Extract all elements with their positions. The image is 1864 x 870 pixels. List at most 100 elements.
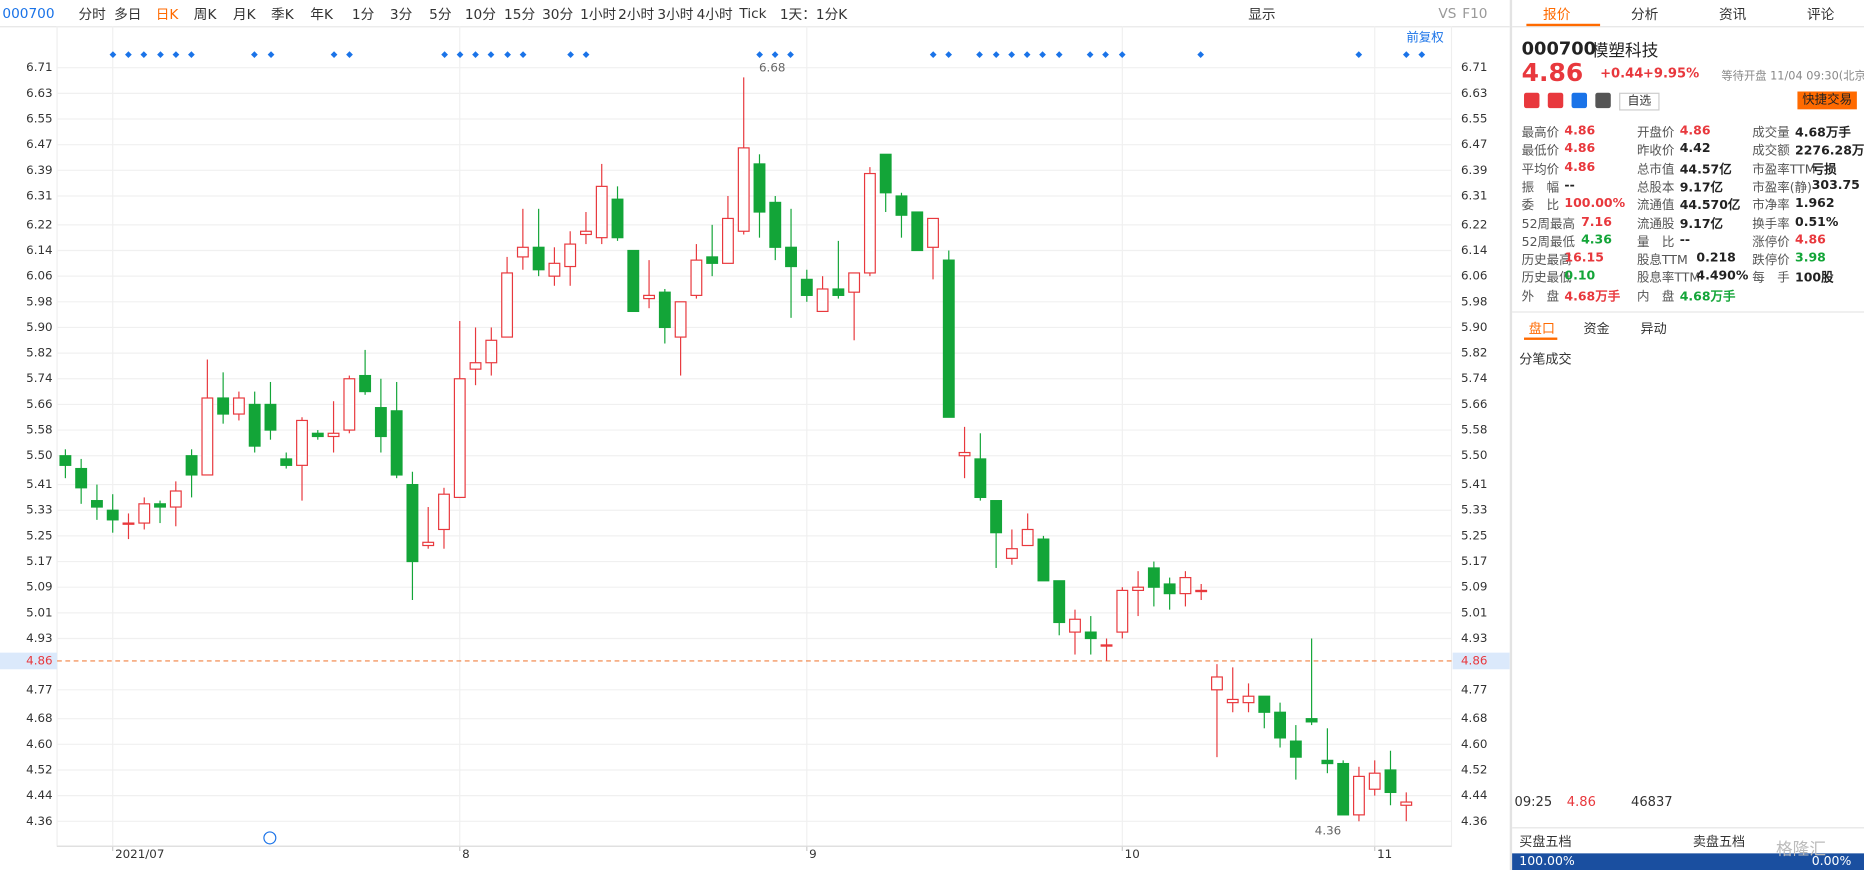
period-tab[interactable]: Tick bbox=[739, 4, 767, 22]
y-tick-label: 4.44 bbox=[26, 788, 52, 802]
period-tab[interactable]: 季K bbox=[271, 5, 294, 23]
candle-body bbox=[753, 163, 766, 213]
stat-value: 4.42 bbox=[1679, 141, 1711, 157]
candle-body bbox=[232, 397, 245, 415]
candle-body bbox=[1352, 775, 1365, 816]
period-tab[interactable]: 年K bbox=[310, 5, 333, 23]
stat-label: 股息TTM bbox=[1636, 253, 1688, 268]
period-tab[interactable]: 3小时 bbox=[657, 5, 694, 23]
panel-tab[interactable]: 盘口 bbox=[1528, 320, 1555, 337]
y-tick-label: 5.82 bbox=[26, 346, 52, 360]
stat-label: 市盈率(静) bbox=[1752, 180, 1812, 195]
event-marker bbox=[1008, 51, 1016, 59]
candle-body bbox=[974, 458, 987, 499]
period-tab[interactable]: 30分 bbox=[542, 5, 574, 23]
bid-pct: 100.00% bbox=[1519, 854, 1575, 869]
period-tab[interactable]: 1小时 bbox=[580, 5, 617, 23]
quote-tab[interactable]: 资讯 bbox=[1718, 5, 1747, 23]
candle-body bbox=[690, 259, 703, 296]
y-tick-label: 6.55 bbox=[26, 112, 52, 126]
period-tab[interactable]: 15分 bbox=[504, 5, 536, 23]
period-tab[interactable]: 2小时 bbox=[618, 5, 655, 23]
event-marker bbox=[140, 51, 148, 59]
event-marker bbox=[1023, 51, 1031, 59]
candle-body bbox=[1195, 589, 1208, 593]
bid-title: 买盘五档 bbox=[1519, 834, 1572, 850]
trade-button[interactable]: 快捷交易 bbox=[1797, 91, 1857, 110]
tick-time: 09:25 bbox=[1514, 793, 1553, 810]
event-marker bbox=[346, 51, 353, 59]
panel-tab[interactable]: 资金 bbox=[1583, 320, 1610, 337]
stat-value: 100.00% bbox=[1564, 196, 1626, 211]
stat-label: 跌停价 bbox=[1752, 253, 1790, 268]
candle-body bbox=[1321, 759, 1334, 765]
period-tab[interactable]: 分时 bbox=[78, 5, 106, 23]
candle-body bbox=[1400, 801, 1413, 806]
candle-body bbox=[485, 339, 498, 364]
last-price-label: 4.86 bbox=[1461, 653, 1487, 667]
quote-tab[interactable]: 评论 bbox=[1806, 5, 1835, 23]
stat-label: 市净率 bbox=[1752, 198, 1790, 213]
stat-value: 44.570亿 bbox=[1679, 198, 1741, 213]
watch-button[interactable]: 自选 bbox=[1619, 92, 1660, 111]
y-tick-label-right: 6.31 bbox=[1461, 188, 1487, 202]
period-tab[interactable]: 3分 bbox=[389, 5, 413, 23]
candle-body bbox=[390, 410, 403, 476]
period-tab[interactable]: 5分 bbox=[429, 5, 452, 23]
candle-body bbox=[832, 288, 845, 296]
y-tick-label: 5.66 bbox=[26, 397, 52, 411]
candle-body bbox=[90, 500, 103, 508]
event-marker bbox=[188, 51, 195, 59]
candle-body bbox=[848, 272, 861, 293]
candle-body bbox=[1211, 676, 1223, 691]
candle-body bbox=[674, 301, 687, 338]
candle-body bbox=[548, 262, 561, 277]
candle-body bbox=[453, 378, 466, 499]
panel-tab[interactable]: 异动 bbox=[1640, 320, 1667, 337]
stat-label: 历史最高 bbox=[1521, 253, 1572, 268]
y-tick-label: 4.36 bbox=[26, 814, 52, 828]
y-tick-label: 4.93 bbox=[26, 631, 52, 645]
f10-button[interactable]: F10 bbox=[1462, 4, 1488, 22]
event-marker bbox=[519, 51, 527, 59]
stat-value: 100股 bbox=[1795, 271, 1834, 286]
candle-body bbox=[1384, 769, 1397, 794]
stock-code[interactable]: 000700 bbox=[2, 4, 55, 22]
y-tick-label-right: 4.52 bbox=[1461, 762, 1487, 776]
candle-body bbox=[75, 467, 88, 489]
last-price-bg bbox=[1452, 652, 1510, 670]
candle-body bbox=[1305, 718, 1318, 723]
candle-body bbox=[1069, 618, 1081, 633]
stat-value: 1.962 bbox=[1795, 196, 1835, 211]
quote-tab[interactable]: 分析 bbox=[1631, 5, 1659, 23]
candle-body bbox=[1289, 740, 1302, 758]
candle-body bbox=[169, 490, 182, 508]
price: 4.86 bbox=[1521, 58, 1584, 87]
min-label: 4.36 bbox=[1315, 823, 1341, 837]
period-select[interactable]: 1天：1分K bbox=[779, 5, 848, 23]
stat-label: 流通值 bbox=[1636, 198, 1675, 213]
max-label: 6.68 bbox=[759, 60, 785, 74]
period-tab[interactable]: 10分 bbox=[464, 5, 496, 23]
stat-label: 涨停价 bbox=[1752, 235, 1790, 250]
y-tick-label-right: 5.98 bbox=[1461, 294, 1487, 308]
event-marker bbox=[472, 51, 479, 59]
event-marker bbox=[1055, 51, 1063, 59]
badge bbox=[1595, 92, 1611, 109]
event-marker bbox=[1197, 51, 1205, 59]
y-tick-label: 5.58 bbox=[26, 423, 52, 437]
candle-body bbox=[1147, 567, 1160, 588]
vs-button[interactable]: VS bbox=[1438, 4, 1457, 22]
target-icon bbox=[263, 831, 277, 845]
period-tab[interactable]: 多日 bbox=[114, 5, 142, 23]
period-tab[interactable]: 4小时 bbox=[696, 5, 733, 23]
quote-tab[interactable]: 报价 bbox=[1543, 5, 1571, 23]
period-tab[interactable]: 1分 bbox=[351, 5, 375, 23]
period-tab[interactable]: 月K bbox=[233, 5, 256, 23]
period-tab[interactable]: 日K bbox=[155, 5, 179, 23]
period-tab[interactable]: 周K bbox=[193, 5, 217, 23]
display-menu[interactable]: 显示 bbox=[1248, 5, 1276, 23]
y-tick-label-right: 6.71 bbox=[1461, 60, 1487, 74]
candle-body bbox=[1179, 576, 1192, 595]
stat-value: -- bbox=[1679, 232, 1691, 247]
